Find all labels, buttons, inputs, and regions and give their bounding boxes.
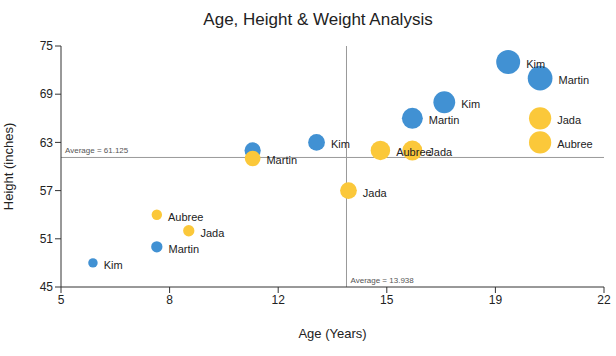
svg-text:Martin: Martin (168, 243, 199, 255)
svg-text:Average = 61.125: Average = 61.125 (65, 146, 129, 155)
svg-text:63: 63 (40, 136, 54, 150)
svg-text:Age (Years): Age (Years) (298, 326, 366, 341)
svg-text:Martin: Martin (429, 114, 460, 126)
svg-text:Jada: Jada (428, 146, 453, 158)
svg-text:Jada: Jada (363, 187, 388, 199)
svg-text:Average = 13.938: Average = 13.938 (350, 276, 414, 285)
svg-text:Kim: Kim (331, 138, 350, 150)
svg-text:22: 22 (597, 293, 608, 307)
svg-text:Kim: Kim (526, 58, 545, 70)
svg-text:57: 57 (40, 184, 54, 198)
svg-text:Kim: Kim (461, 98, 480, 110)
svg-text:12: 12 (272, 293, 286, 307)
svg-text:69: 69 (40, 87, 54, 101)
svg-text:Aubree: Aubree (396, 146, 431, 158)
svg-text:Kim: Kim (104, 259, 123, 271)
html-text:Age, Height & Weight Analysis: Age, Height & Weight Analysis (203, 10, 433, 29)
svg-text:Jada: Jada (200, 227, 225, 239)
svg-text:45: 45 (40, 280, 54, 294)
svg-text:75: 75 (40, 39, 54, 53)
svg-text:8: 8 (166, 293, 173, 307)
svg-text:51: 51 (40, 232, 54, 246)
svg-text:15: 15 (380, 293, 394, 307)
svg-text:Martin: Martin (266, 154, 297, 166)
svg-text:Height (inches): Height (inches) (8, 123, 16, 210)
svg-text:19: 19 (489, 293, 503, 307)
svg-text:Martin: Martin (558, 74, 589, 86)
svg-text:Aubree: Aubree (168, 211, 203, 223)
svg-text:Jada: Jada (557, 114, 582, 126)
svg-text:5: 5 (58, 293, 65, 307)
svg-text:Aubree: Aubree (557, 138, 592, 150)
